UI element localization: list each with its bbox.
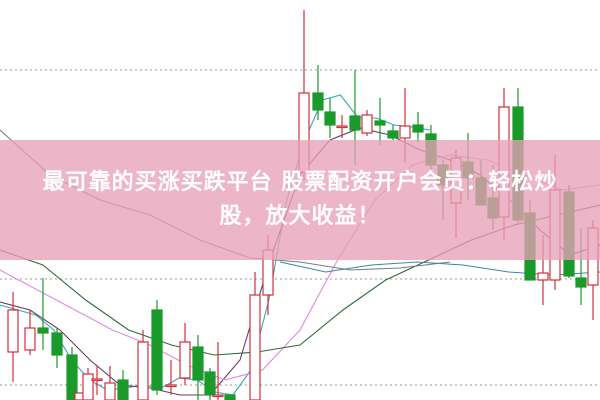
candle-body: [249, 294, 261, 400]
candle-body: [412, 124, 424, 133]
candle-body: [104, 382, 116, 400]
candle-body: [7, 309, 19, 353]
candle-body: [312, 92, 324, 111]
promo-banner: 最可靠的买涨买跌平台 股票配资开户会员：轻松炒 股，放大收益！: [0, 140, 600, 260]
candle-body: [537, 272, 549, 281]
candle-body: [349, 115, 361, 131]
candle-body: [361, 114, 373, 134]
candle-body: [575, 277, 587, 288]
candle-body: [224, 394, 236, 400]
candle-body: [336, 125, 348, 129]
candle-body: [66, 354, 78, 400]
candle-body: [179, 341, 191, 379]
candle-body: [399, 125, 411, 139]
candle-body: [204, 371, 216, 396]
candle-body: [117, 379, 129, 400]
candle-body: [51, 332, 63, 356]
candle-body: [37, 327, 49, 334]
banner-line-1: 最可靠的买涨买跌平台 股票配资开户会员：轻松炒: [42, 170, 558, 195]
candle-body: [24, 327, 36, 351]
candle-body: [374, 120, 386, 126]
candle-body: [324, 111, 336, 126]
candle-body: [165, 384, 177, 388]
candle-body: [212, 394, 224, 398]
candle-body: [137, 341, 149, 400]
candle-body: [82, 373, 94, 400]
banner-line-2: 股，放大收益！: [219, 204, 381, 229]
candle-body: [192, 346, 204, 381]
candle-body: [91, 378, 103, 382]
candle-body: [387, 130, 399, 139]
candle-body: [151, 309, 163, 391]
